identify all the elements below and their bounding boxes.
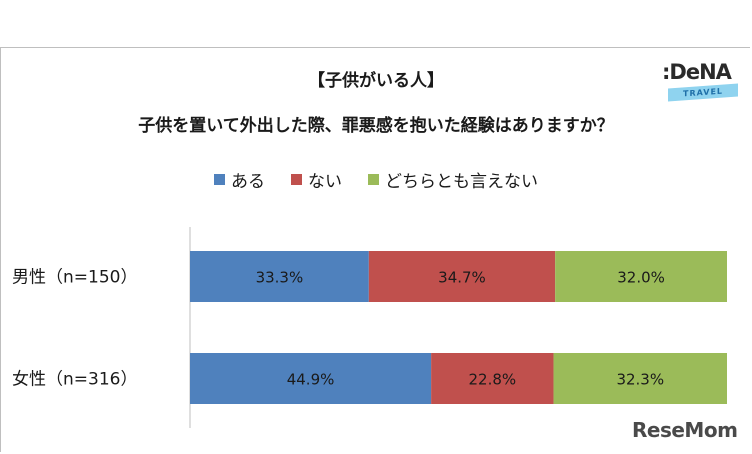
resemom-watermark: ReseMom (632, 418, 738, 442)
chart-legend: ある ない どちらとも言えない (0, 167, 752, 192)
bar-segment-1-2 (553, 353, 727, 404)
legend-item-0: ある (214, 167, 265, 192)
dena-travel-logo: :DeNA TRAVEL (660, 60, 740, 102)
logo-word: :DeNA (662, 60, 732, 84)
legend-item-2: どちらとも言えない (368, 167, 538, 192)
bar-segment-0-2 (555, 251, 727, 302)
data-label-1-0: 44.9% (287, 371, 335, 389)
legend-swatch-0 (214, 174, 225, 185)
chart-frame (0, 47, 750, 452)
legend-swatch-2 (368, 174, 379, 185)
bar-segment-1-1 (431, 353, 554, 404)
legend-label-2: どちらとも言えない (385, 172, 538, 192)
category-label-0: 男性（n=150） (12, 268, 137, 288)
data-label-0-0: 33.3% (256, 269, 304, 287)
bar-segment-1-0 (190, 353, 432, 404)
data-label-0-1: 34.7% (438, 269, 486, 287)
chart-title-line2: 子供を置いて外出した際、罪悪感を抱いた経験はありますか？ (138, 116, 614, 136)
category-label-1: 女性（n=316） (12, 370, 137, 390)
legend-item-1: ない (291, 167, 342, 192)
legend-swatch-1 (291, 174, 302, 185)
data-label-1-1: 22.8% (469, 371, 517, 389)
legend-label-1: ない (308, 172, 342, 192)
legend-label-0: ある (231, 172, 265, 192)
data-label-0-2: 32.0% (617, 269, 665, 287)
data-label-1-2: 32.3% (616, 371, 664, 389)
chart-title-line1: 【子供がいる人】 (308, 71, 444, 91)
bar-segment-0-1 (368, 251, 556, 302)
bar-segment-0-0 (190, 251, 369, 302)
